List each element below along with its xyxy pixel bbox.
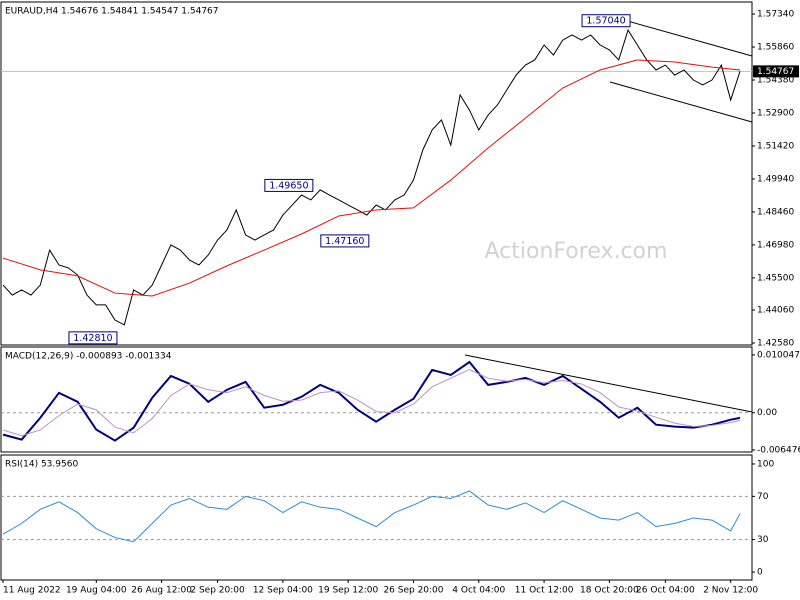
y-tick-label: 1.57340 — [757, 10, 794, 20]
y-tick-label: 1.54380 — [757, 76, 794, 86]
watermark: ActionForex.com — [485, 239, 668, 264]
y-tick-label: 1.55860 — [757, 43, 794, 53]
y-tick-label: -0.006476 — [757, 445, 800, 455]
panel-frame — [0, 1, 753, 346]
y-tick-label: 1.46980 — [757, 240, 794, 250]
series-line — [2, 360, 741, 442]
y-tick-label: 100 — [757, 459, 774, 469]
annotation-label: 1.42810 — [73, 333, 112, 344]
x-tick-label: 18 Oct 20:00 — [580, 586, 639, 596]
panel-title: EURAUD,H4 1.54676 1.54841 1.54547 1.5476… — [5, 7, 219, 17]
panel-frame — [0, 454, 753, 581]
y-tick-label: 0.010047 — [757, 350, 800, 360]
annotation-label: 1.47160 — [325, 236, 364, 247]
x-tick-label: 4 Oct 04:00 — [452, 586, 505, 596]
y-tick-label: 1.44060 — [757, 306, 794, 316]
y-tick-label: 0.00 — [757, 408, 777, 418]
macd-trendline — [464, 354, 753, 413]
x-tick-label: 11 Aug 2022 — [3, 586, 61, 596]
x-tick-label: 2 Nov 12:00 — [703, 586, 758, 596]
x-tick-label: 11 Oct 12:00 — [515, 586, 574, 596]
y-tick-label: 1.42580 — [757, 338, 794, 348]
panel-frame — [0, 346, 753, 453]
series-line — [2, 59, 741, 297]
annotation-label: 1.49650 — [269, 180, 308, 191]
series-line — [2, 369, 741, 437]
x-tick-label: 2 Sep 20:00 — [190, 586, 245, 596]
y-tick-label: 1.48460 — [757, 207, 794, 217]
y-tick-label: 30 — [757, 535, 769, 545]
channel-lower — [609, 81, 753, 123]
x-tick-label: 19 Aug 04:00 — [66, 586, 127, 596]
last-price-label: 1.54767 — [757, 67, 794, 77]
channel-upper — [623, 19, 753, 57]
x-tick-label: 12 Sep 04:00 — [253, 586, 313, 596]
panel-title: RSI(14) 53.9560 — [5, 460, 78, 470]
annotation-label: 1.57040 — [586, 16, 625, 27]
y-tick-label: 0 — [757, 568, 763, 578]
annotation-box — [581, 14, 631, 28]
annotation-box — [320, 234, 370, 248]
y-tick-label: 70 — [757, 492, 769, 502]
series-line — [2, 28, 741, 326]
x-tick-label: 26 Sep 20:00 — [383, 586, 443, 596]
series-line — [2, 490, 741, 543]
last-price-box — [753, 65, 799, 78]
x-tick-label: 26 Oct 04:00 — [636, 586, 695, 596]
panel-title: MACD(12,26,9) -0.000893 -0.001334 — [5, 352, 172, 362]
x-tick-label: 19 Sep 12:00 — [318, 586, 378, 596]
y-tick-label: 1.45500 — [757, 273, 794, 283]
y-tick-label: 1.49940 — [757, 174, 794, 184]
y-tick-label: 1.51420 — [757, 141, 794, 151]
annotation-box — [68, 331, 118, 345]
annotation-box — [264, 178, 314, 192]
x-tick-label: 26 Aug 12:00 — [131, 586, 192, 596]
y-tick-label: 1.52900 — [757, 108, 794, 118]
